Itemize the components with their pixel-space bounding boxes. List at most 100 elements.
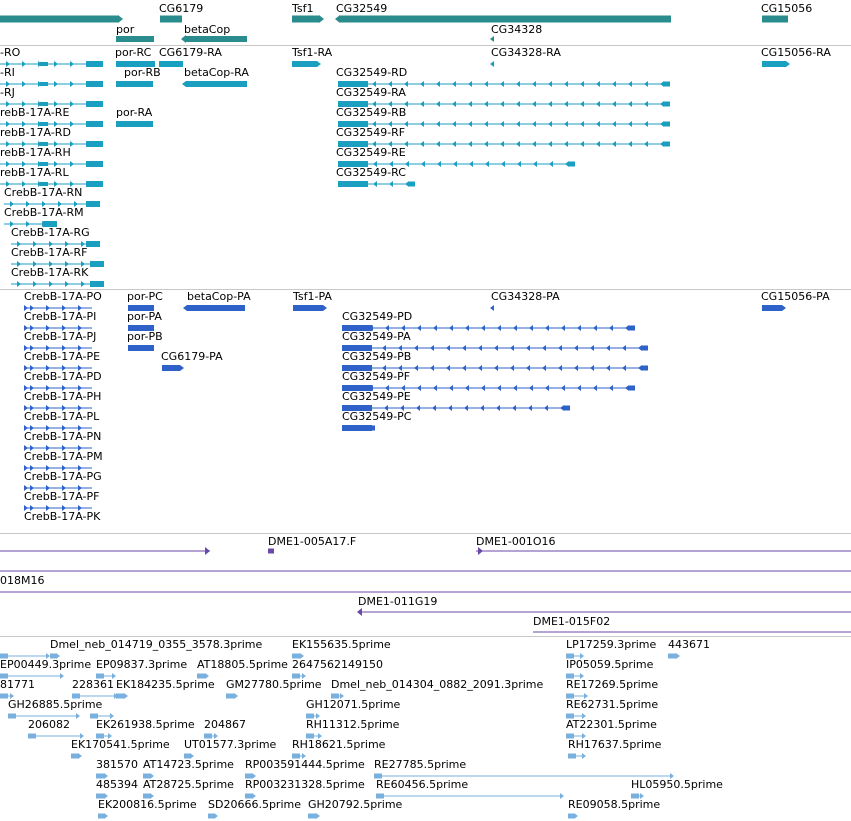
clone-label[interactable]: DME1-005A17.F xyxy=(268,535,357,548)
est-label[interactable]: RH18621.5prime xyxy=(292,738,386,751)
transcript-label[interactable]: CrebB-17A-RN xyxy=(4,186,83,199)
transcript-label[interactable]: CrebB-17A-PN xyxy=(24,430,102,443)
transcript-label[interactable]: rebB-17A-RE xyxy=(0,106,70,119)
transcript-label[interactable]: CrebB-17A-PF xyxy=(24,490,100,503)
est-label[interactable]: 381570 xyxy=(96,758,138,771)
est-label[interactable]: RE17269.5prime xyxy=(566,678,659,691)
est-label[interactable]: 81771 xyxy=(0,678,35,691)
est-label[interactable]: HL05950.5prime xyxy=(631,778,723,791)
transcript-label[interactable]: CG15056-RA xyxy=(761,46,831,59)
transcript-label[interactable]: betaCop-PA xyxy=(187,290,251,303)
transcript-label[interactable]: CrebB-17A-RM xyxy=(4,206,84,219)
est-label[interactable]: 443671 xyxy=(668,638,710,651)
transcript-label[interactable]: CG32549-PB xyxy=(342,350,412,363)
est-label[interactable]: AT22301.5prime xyxy=(566,718,657,731)
est-label[interactable]: AT28725.5prime xyxy=(143,778,234,791)
transcript-label[interactable]: rebB-17A-RL xyxy=(0,166,69,179)
est-label[interactable]: 228361 xyxy=(72,678,114,691)
transcript-label[interactable]: CG32549-PD xyxy=(342,310,413,323)
transcript-label[interactable]: -RO xyxy=(0,46,21,59)
est-label[interactable]: RH17637.5prime xyxy=(568,738,662,751)
transcript-label[interactable]: CG34328-PA xyxy=(491,290,560,303)
est-label[interactable]: AT18805.5prime xyxy=(197,658,288,671)
est-label[interactable]: RE09058.5prime xyxy=(568,798,661,811)
est-label[interactable]: GM27780.5prime xyxy=(226,678,322,691)
transcript-label[interactable]: CG32549-PC xyxy=(342,410,412,423)
transcript-label[interactable]: betaCop-RA xyxy=(184,66,249,79)
transcript-label[interactable]: CG32549-RB xyxy=(336,106,407,119)
transcript-label[interactable]: CrebB-17A-PE xyxy=(24,350,101,363)
est-label[interactable]: 485394 xyxy=(96,778,138,791)
est-label[interactable]: RH11312.5prime xyxy=(306,718,400,731)
gene-label[interactable]: CG32549 xyxy=(336,2,388,15)
transcript-label[interactable]: por-RB xyxy=(124,66,161,79)
transcript-label[interactable]: CG32549-PA xyxy=(342,330,411,343)
transcript-label[interactable]: CrebB-17A-RF xyxy=(11,246,88,259)
transcript-label[interactable]: CG32549-RE xyxy=(336,146,406,159)
transcript-label[interactable]: rebB-17A-RD xyxy=(0,126,71,139)
gene-label[interactable]: por xyxy=(116,23,135,36)
transcript-label[interactable]: por-PB xyxy=(127,330,163,343)
clone-label[interactable]: DME1-001O16 xyxy=(476,535,556,548)
est-label[interactable]: EK200816.5prime xyxy=(98,798,197,811)
est-label[interactable]: RE62731.5prime xyxy=(566,698,659,711)
transcript-label[interactable]: CrebB-17A-PG xyxy=(24,470,102,483)
transcript-label[interactable]: CG34328-RA xyxy=(491,46,561,59)
transcript-label[interactable]: -RI xyxy=(0,66,15,79)
est-label[interactable]: EP00449.3prime xyxy=(0,658,92,671)
transcript-label[interactable]: por-RA xyxy=(116,106,153,119)
est-label[interactable]: UT01577.3prime xyxy=(184,738,277,751)
transcript-label[interactable]: CG6179-RA xyxy=(159,46,222,59)
transcript-label[interactable]: CG32549-RA xyxy=(336,86,406,99)
est-label[interactable]: GH26885.5prime xyxy=(8,698,103,711)
transcript-label[interactable]: CrebB-17A-PO xyxy=(24,290,102,303)
est-label[interactable]: EK261938.5prime xyxy=(96,718,195,731)
clone-label[interactable]: DME1-015F02 xyxy=(533,615,611,628)
transcript-label[interactable]: CG32549-PE xyxy=(342,390,411,403)
transcript-label[interactable]: Tsf1-PA xyxy=(293,290,332,303)
est-label[interactable]: 2647562149150 xyxy=(292,658,383,671)
gene-label[interactable]: betaCop xyxy=(184,23,231,36)
gene-label[interactable]: CG6179 xyxy=(159,2,204,15)
est-label[interactable]: 206082 xyxy=(28,718,70,731)
transcript-label[interactable]: CG32549-PF xyxy=(342,370,411,383)
est-label[interactable]: EK184235.5prime xyxy=(116,678,215,691)
transcript-label[interactable]: CG15056-PA xyxy=(761,290,830,303)
est-label[interactable]: SD20666.5prime xyxy=(208,798,301,811)
transcript-label[interactable]: CG32549-RD xyxy=(336,66,408,79)
transcript-label[interactable]: CG32549-RC xyxy=(336,166,406,179)
transcript-label[interactable]: por-PC xyxy=(127,290,163,303)
transcript-label[interactable]: CrebB-17A-PI xyxy=(24,310,97,323)
transcript-label[interactable]: Tsf1-RA xyxy=(292,46,333,59)
est-label[interactable]: Dmel_neb_014719_0355_3578.3prime xyxy=(50,638,263,651)
gene-label[interactable]: Tsf1 xyxy=(292,2,314,15)
est-label[interactable]: GH12071.5prime xyxy=(306,698,401,711)
est-label[interactable]: RE27785.5prime xyxy=(374,758,467,771)
est-label[interactable]: GH20792.5prime xyxy=(308,798,403,811)
est-label[interactable]: LP17259.3prime xyxy=(566,638,657,651)
est-label[interactable]: 204867 xyxy=(204,718,246,731)
clone-label[interactable]: DME1-011G19 xyxy=(358,595,438,608)
transcript-label[interactable]: CrebB-17A-RG xyxy=(11,226,90,239)
transcript-label[interactable]: CG6179-PA xyxy=(161,350,223,363)
est-label[interactable]: AT14723.5prime xyxy=(143,758,234,771)
est-label[interactable]: Dmel_neb_014304_0882_2091.3prime xyxy=(331,678,544,691)
transcript-label[interactable]: CrebB-17A-PJ xyxy=(24,330,97,343)
transcript-label[interactable]: CrebB-17A-PH xyxy=(24,390,102,403)
est-label[interactable]: EP09837.3prime xyxy=(96,658,188,671)
est-label[interactable]: EK170541.5prime xyxy=(71,738,170,751)
transcript-label[interactable]: CrebB-17A-PK xyxy=(24,510,101,523)
gene-label[interactable]: CG34328 xyxy=(491,23,543,36)
gene-label[interactable]: CG15056 xyxy=(761,2,813,15)
est-label[interactable]: EK155635.5prime xyxy=(292,638,391,651)
est-label[interactable]: RE60456.5prime xyxy=(376,778,469,791)
transcript-label[interactable]: CrebB-17A-PD xyxy=(24,370,102,383)
clone-label[interactable]: 018M16 xyxy=(0,574,45,587)
est-label[interactable]: RP003231328.5prime xyxy=(245,778,365,791)
transcript-label[interactable]: CrebB-17A-RK xyxy=(11,266,89,279)
transcript-label[interactable]: por-RC xyxy=(115,46,152,59)
transcript-label[interactable]: rebB-17A-RH xyxy=(0,146,71,159)
transcript-label[interactable]: CrebB-17A-PL xyxy=(24,410,100,423)
est-label[interactable]: RP003591444.5prime xyxy=(245,758,365,771)
transcript-label[interactable]: -RJ xyxy=(0,86,15,99)
